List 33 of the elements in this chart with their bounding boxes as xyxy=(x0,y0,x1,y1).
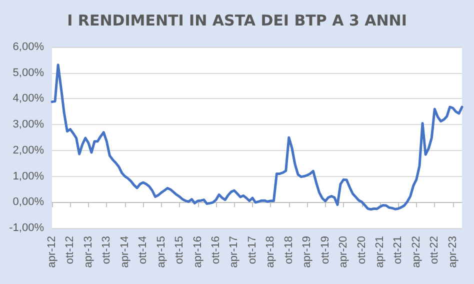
x-tick-label: apr-17 xyxy=(228,236,240,268)
y-tick-label: 5,00% xyxy=(12,66,44,79)
x-tick-label: apr-16 xyxy=(192,236,204,268)
x-tick-label: ott-13 xyxy=(100,236,113,264)
x-tick-label: ott-20 xyxy=(356,236,368,264)
x-tick-label: ott-22 xyxy=(428,236,441,264)
x-tick-label: apr-18 xyxy=(264,236,277,268)
x-tick-label: apr-13 xyxy=(82,236,94,268)
y-tick-label: 3,00% xyxy=(12,118,44,131)
x-tick-label: ott-14 xyxy=(137,236,150,264)
x-tick-label: ott-17 xyxy=(246,236,258,264)
y-tick-label: 2,00% xyxy=(12,144,44,156)
x-tick-label: ott-15 xyxy=(174,236,186,264)
x-tick-label: apr-22 xyxy=(410,236,422,268)
line-series xyxy=(50,64,464,211)
chart-title: I RENDIMENTI IN ASTA DEI BTP A 3 ANNI xyxy=(67,12,407,30)
y-tick-label: 0,00% xyxy=(12,196,44,208)
x-tick-label: ott-18 xyxy=(282,236,295,264)
x-tick-label: ott-12 xyxy=(64,236,76,264)
y-tick-label: -1,00% xyxy=(9,222,44,234)
x-tick-label: ott-19 xyxy=(319,236,332,264)
x-tick-label: apr-19 xyxy=(301,236,314,268)
x-tick-label: apr-21 xyxy=(374,236,386,268)
x-tick-label: apr-12 xyxy=(46,236,58,268)
x-tick-label: ott-16 xyxy=(210,236,222,264)
x-tick-label: apr-23 xyxy=(446,236,459,268)
y-tick-label: 1,00% xyxy=(12,170,44,182)
x-tick-label: apr-15 xyxy=(155,236,168,268)
x-tick-label: apr-20 xyxy=(338,236,350,268)
x-tick-label: ott-21 xyxy=(392,236,404,264)
y-tick-label: 4,00% xyxy=(12,92,44,105)
y-tick-label: 6,00% xyxy=(12,41,44,53)
x-tick-label: apr-14 xyxy=(118,236,131,268)
